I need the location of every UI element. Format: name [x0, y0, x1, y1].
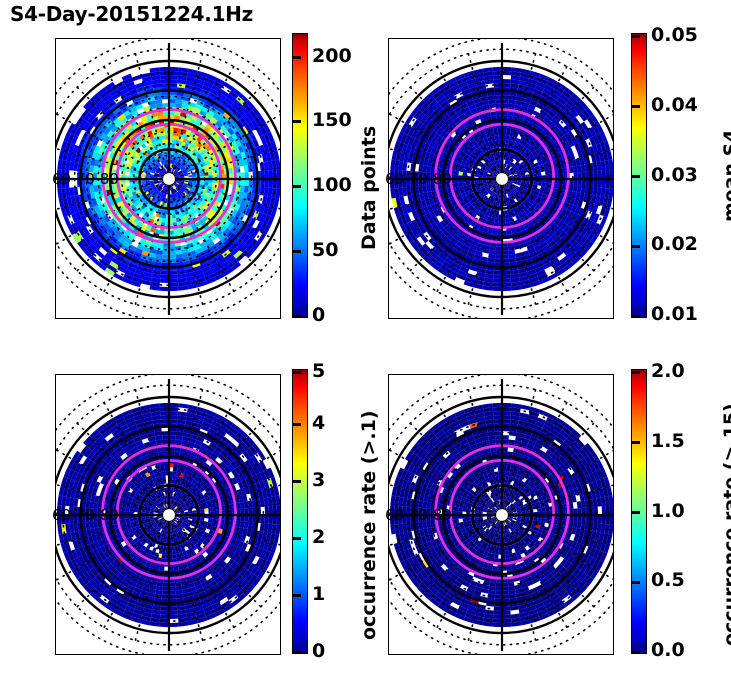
cb-tick-label-tr-2: 0.03: [651, 164, 698, 186]
panel-occurrence-rate-015: [388, 374, 614, 655]
cb-tick-label-tl-2: 100: [312, 174, 352, 196]
polar-plot-occurrence-rate-015: [389, 375, 613, 654]
cb-tick-label-tr-1: 0.02: [651, 233, 698, 255]
panel-data-points: [55, 38, 281, 319]
colorbar-gradient-data-points: [293, 34, 307, 317]
cb-tick-label-bl-0: 0: [312, 640, 326, 662]
cb-tick-label-tl-3: 150: [312, 109, 352, 131]
cb-tick-label-bl-3: 3: [312, 469, 326, 491]
colorbar-title-data-points: Data points: [358, 125, 380, 250]
cb-tick-label-br-0: 0.0: [651, 639, 685, 661]
cb-tick-label-tr-0: 0.01: [651, 303, 698, 325]
cb-tick-label-tr-3: 0.04: [651, 94, 698, 116]
panel-occurrence-rate-01: [55, 374, 281, 655]
cb-tick-label-bl-1: 1: [312, 583, 326, 605]
colorbar-title-occurrence-rate-01: occurrence rate (>.1): [358, 410, 380, 640]
lat-labels-top-left: 60 70 80: [52, 170, 119, 188]
cb-tick-label-bl-2: 2: [312, 526, 326, 548]
cb-tick-label-bl-4: 4: [312, 412, 326, 434]
cb-tick-label-br-3: 1.5: [651, 430, 685, 452]
colorbar-title-mean-s4: mean S4: [720, 129, 731, 222]
polar-plot-occurrence-rate-01: [56, 375, 280, 654]
cb-tick-label-tl-0: 0: [312, 304, 326, 326]
cb-tick-label-br-4: 2.0: [651, 360, 685, 382]
colorbar-gradient-occurrence-rate-01: [293, 370, 307, 653]
polar-plot-mean-s4: [389, 39, 613, 318]
cb-tick-label-tl-4: 200: [312, 45, 352, 67]
colorbar-data-points: [292, 33, 308, 318]
lat-labels-bottom-right: 60 70 80: [385, 506, 452, 524]
cb-tick-label-tr-4: 0.05: [651, 24, 698, 46]
cb-tick-label-br-2: 1.0: [651, 500, 685, 522]
lat-labels-top-right: 60 70 80: [385, 170, 452, 188]
colorbar-title-occurrence-rate-015: occurrence rate (>.15): [720, 403, 731, 646]
figure-title: S4-Day-20151224.1Hz: [10, 2, 253, 26]
lat-labels-bottom-left: 60 70 80: [52, 506, 119, 524]
cb-tick-label-br-1: 0.5: [651, 569, 685, 591]
colorbar-occurrence-rate-01: [292, 369, 308, 654]
polar-plot-data-points: [56, 39, 280, 318]
panel-mean-s4: [388, 38, 614, 319]
cb-tick-label-bl-5: 5: [312, 360, 326, 382]
cb-tick-label-tl-1: 50: [312, 239, 339, 261]
